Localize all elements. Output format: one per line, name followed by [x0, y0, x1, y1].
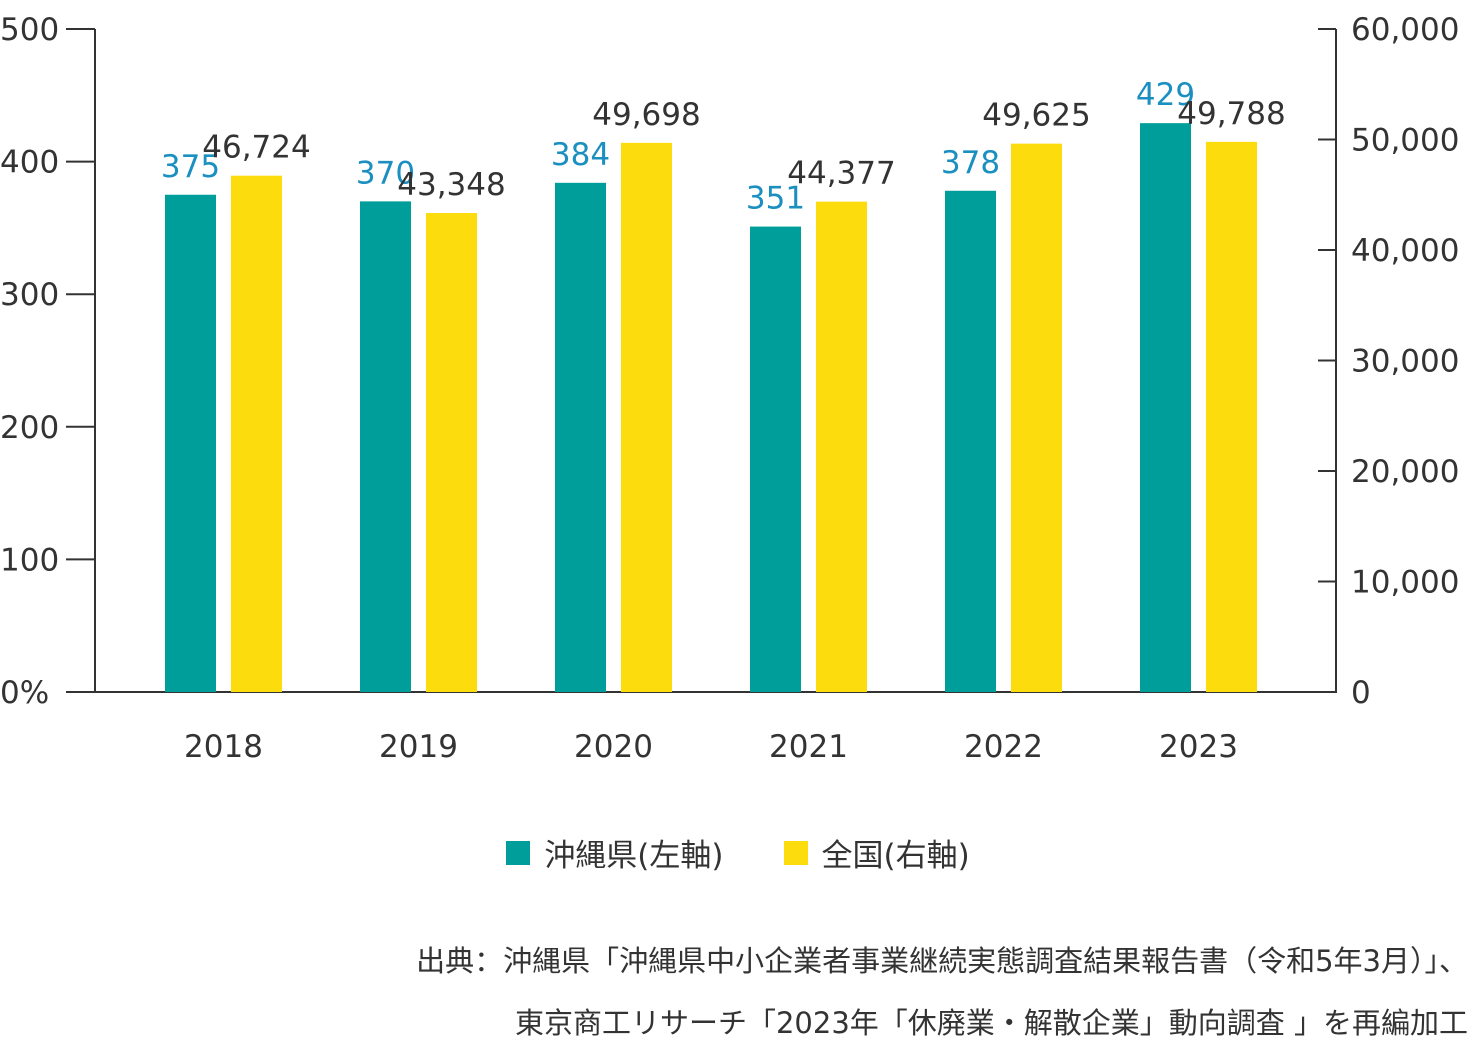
bar-okinawa	[1140, 123, 1191, 692]
right-tick-label: 10,000	[1351, 565, 1459, 601]
left-tick-label: 400	[0, 145, 59, 181]
x-tick-label: 2019	[379, 729, 458, 765]
x-tick-label: 2018	[184, 729, 263, 765]
data-label-national: 46,724	[202, 130, 310, 166]
data-label-okinawa: 429	[1136, 77, 1195, 113]
left-tick-label: 100	[0, 542, 59, 578]
x-tick-label: 2022	[964, 729, 1043, 765]
right-tick-label: 20,000	[1351, 454, 1459, 490]
source-note-line2: 東京商工リサーチ「2023年「休廃業・解散企業」動向調査 」を再編加工	[514, 1006, 1468, 1040]
right-tick-label: 60,000	[1351, 12, 1459, 48]
bar-okinawa	[945, 190, 996, 692]
bar-okinawa	[165, 194, 216, 692]
left-tick-label: 0%	[0, 675, 49, 711]
right-tick-label: 40,000	[1351, 233, 1459, 269]
legend-item-national: 全国(右軸)	[783, 830, 970, 875]
x-tick-label: 2021	[769, 729, 848, 765]
left-tick-label: 200	[0, 410, 59, 446]
bar-national	[426, 213, 477, 693]
legend-item-okinawa: 沖縄県(左軸)	[506, 830, 724, 875]
data-label-national: 43,348	[397, 167, 505, 203]
data-label-national: 49,625	[982, 98, 1090, 134]
bar-national	[1206, 141, 1257, 693]
right-tick-label: 30,000	[1351, 344, 1459, 380]
data-label-okinawa: 370	[356, 155, 415, 191]
data-label-okinawa: 375	[161, 149, 220, 185]
legend-label-national: 全国(右軸)	[821, 838, 970, 874]
legend-swatch-national	[783, 840, 808, 865]
bar-okinawa	[360, 201, 411, 692]
bar-national	[231, 175, 282, 692]
source-note-line1: 出典：沖縄県「沖縄県中小企業者事業継続実態調査結果報告書（令和5年3月）」、	[416, 944, 1468, 978]
data-label-okinawa: 378	[941, 145, 1000, 181]
left-tick-label: 300	[0, 277, 59, 313]
right-tick-label: 0	[1351, 675, 1371, 711]
data-label-national: 44,377	[787, 156, 895, 192]
legend-label-okinawa: 沖縄県(左軸)	[544, 838, 724, 874]
data-label-okinawa: 384	[551, 137, 610, 173]
right-tick-label: 50,000	[1351, 123, 1459, 159]
data-label-national: 49,788	[1177, 96, 1285, 132]
chart-axes: 0% 100 200 300 400 500 0 10,000 20,000 30,000 40,0…	[0, 12, 1459, 765]
bar-national	[621, 142, 672, 692]
bar-okinawa	[555, 182, 606, 693]
bar-national	[816, 201, 867, 692]
chart: 0% 100 200 300 400 500 0 10,000 20,000 30,000 40,0…	[0, 12, 1459, 765]
left-tick-label: 500	[0, 12, 59, 48]
legend-swatch-okinawa	[506, 840, 531, 865]
chart-legend: 沖縄県(左軸) 全国(右軸)	[0, 830, 1476, 875]
chart-bars	[165, 123, 1257, 693]
x-tick-label: 2020	[574, 729, 653, 765]
x-tick-label: 2023	[1159, 729, 1238, 765]
data-label-okinawa: 351	[746, 181, 805, 217]
data-label-national: 49,698	[592, 97, 700, 133]
bar-okinawa	[750, 226, 801, 692]
bar-national	[1011, 143, 1062, 693]
